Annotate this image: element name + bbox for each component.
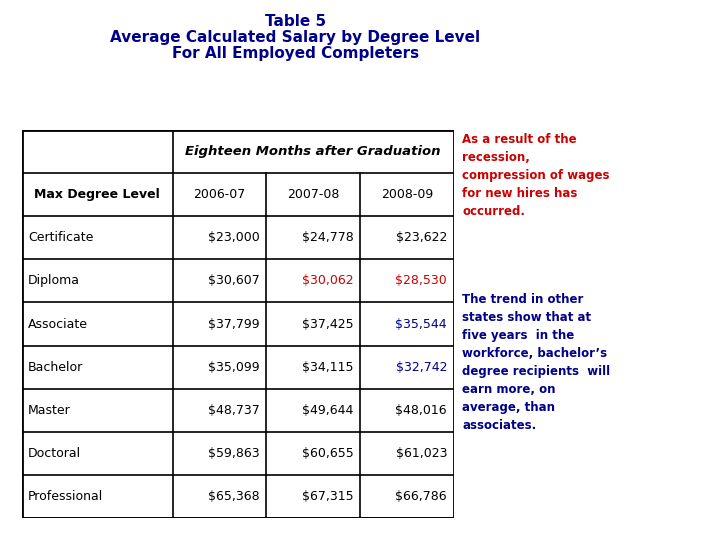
Text: $48,737: $48,737	[208, 404, 260, 417]
Text: 2006-07: 2006-07	[194, 188, 246, 201]
Text: $66,786: $66,786	[395, 490, 447, 503]
Text: $23,622: $23,622	[396, 231, 447, 244]
Text: $30,607: $30,607	[208, 274, 260, 287]
Text: $37,799: $37,799	[208, 318, 260, 330]
Text: $61,023: $61,023	[395, 447, 447, 460]
Text: Eighteen Months after Graduation: Eighteen Months after Graduation	[186, 145, 441, 158]
Text: $23,000: $23,000	[208, 231, 260, 244]
Text: $32,742: $32,742	[395, 361, 447, 374]
Text: Master: Master	[28, 404, 71, 417]
Text: $65,368: $65,368	[208, 490, 260, 503]
Text: Max Degree Level: Max Degree Level	[35, 188, 160, 201]
Text: Professional: Professional	[28, 490, 104, 503]
Text: As a result of the
recession,
compression of wages
for new hires has
occurred.: As a result of the recession, compressio…	[462, 133, 610, 219]
Text: $28,530: $28,530	[395, 274, 447, 287]
Text: Diploma: Diploma	[28, 274, 80, 287]
Text: For All Employed Completers: For All Employed Completers	[171, 46, 419, 61]
Text: Bachelor: Bachelor	[28, 361, 84, 374]
Text: $37,425: $37,425	[302, 318, 354, 330]
Text: The trend in other
states show that at
five years  in the
workforce, bachelor’s
: The trend in other states show that at f…	[462, 293, 611, 432]
Text: 2007-08: 2007-08	[287, 188, 339, 201]
Text: $49,644: $49,644	[302, 404, 354, 417]
Text: $34,115: $34,115	[302, 361, 354, 374]
Text: $67,315: $67,315	[302, 490, 354, 503]
Text: $30,062: $30,062	[302, 274, 354, 287]
Text: Certificate: Certificate	[28, 231, 94, 244]
Text: $48,016: $48,016	[395, 404, 447, 417]
Text: Table 5: Table 5	[265, 14, 325, 29]
Text: 2008-09: 2008-09	[381, 188, 433, 201]
Text: $60,655: $60,655	[302, 447, 354, 460]
Text: Average Calculated Salary by Degree Level: Average Calculated Salary by Degree Leve…	[110, 30, 480, 45]
Text: $35,099: $35,099	[208, 361, 260, 374]
Text: Doctoral: Doctoral	[28, 447, 81, 460]
Text: $35,544: $35,544	[395, 318, 447, 330]
Text: Associate: Associate	[28, 318, 88, 330]
Text: $24,778: $24,778	[302, 231, 354, 244]
Text: $59,863: $59,863	[208, 447, 260, 460]
